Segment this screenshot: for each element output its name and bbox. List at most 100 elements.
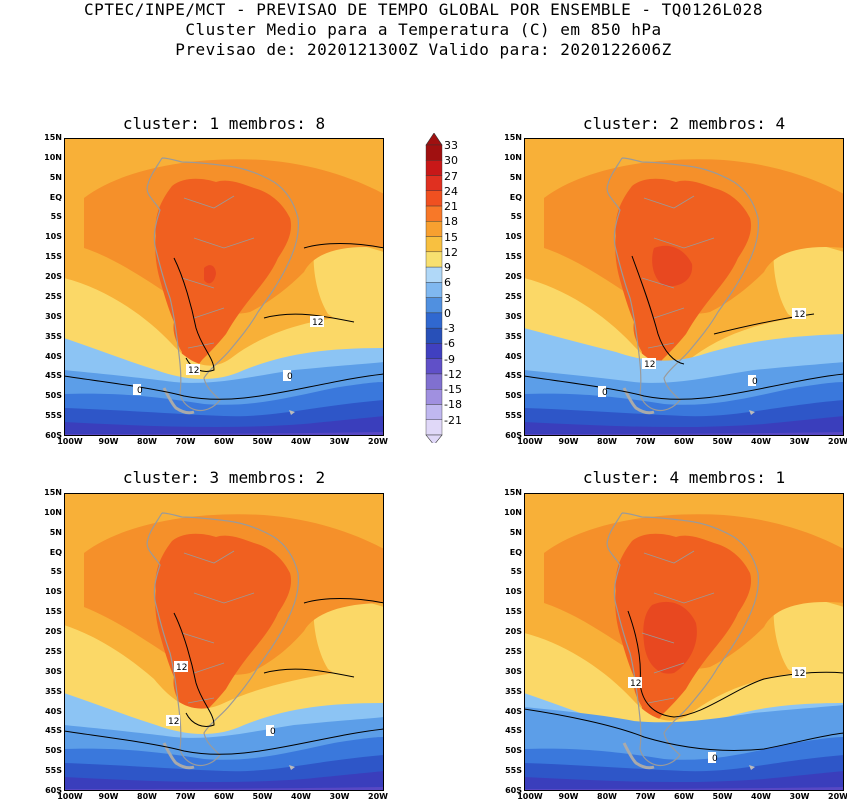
longitude-tick-label: 30W [789,792,810,801]
longitude-tick-label: 70W [635,437,656,446]
latitude-tick-label: 5N [509,527,522,537]
colorbar-segment [425,221,443,237]
longitude-tick-label: 40W [291,792,311,801]
longitude-tick-label: 50W [252,437,273,446]
colorbar-segment [425,282,443,298]
svg-text:0: 0 [752,377,758,387]
colorbar-level-label: 12 [444,245,458,259]
panel-1-title: cluster: 1 membros: 8 [122,114,326,133]
colorbar-arrow-bottom [425,434,443,446]
latitude-tick-label: 10S [505,587,522,597]
latitude-tick-label: 50S [45,746,62,756]
blue-band-4 [64,771,384,791]
colorbar-level-label: -15 [444,383,462,397]
colorbar-level-label: 9 [444,261,451,275]
contour-label: 12 [792,308,806,320]
longitude-tick-label: 60W [674,792,694,801]
coastline [606,157,759,412]
longitude-tick-label: 100W [57,792,83,801]
latitude-tick-label: 10S [505,232,522,242]
colorbar-segment [425,144,443,161]
blue-band-4 [524,416,844,436]
latitude-tick-label: 15S [45,607,62,617]
contour-0 [64,373,384,400]
latitude-tick-label: 55S [505,766,522,776]
contour-label: 12 [310,316,324,328]
falkland-islands [289,410,295,415]
map-frame [524,138,844,436]
svg-text:12: 12 [312,318,323,328]
latitude-axis-3: 15N 10N 5N EQ 5S 10S 15S 20S 25S 30S 35S 40S 45S 50S 5… [38,488,62,795]
latitude-tick-label: 15N [44,488,62,497]
longitude-tick-label: 80W [597,792,617,801]
longitude-axis-1: 100W 90W 80W 70W 60W 50W 40W 30W 20W [57,437,388,447]
latitude-tick-label: 40S [45,706,62,716]
longitude-tick-label: 90W [98,437,119,446]
colorbar-level-label: -6 [444,337,455,351]
map-panel-2: 12 12 0 0 [524,138,844,436]
map-panel-3: 12 12 0 [64,493,384,791]
contour-label: 0 [283,370,293,382]
contour-12 [173,598,384,727]
colorbar-segment [425,205,443,222]
colorbar-level-label: 18 [444,215,458,229]
country-borders [181,550,255,704]
longitude-tick-label: 30W [329,437,350,446]
colorbar-level-label: 15 [444,230,458,244]
longitude-tick-label: 90W [558,437,579,446]
contour-label: 12 [792,667,806,679]
longitude-axis-4: 100W 90W 80W 70W 60W 50W 40W 30W 20W [517,792,847,802]
panel-2-title: cluster: 2 membros: 4 [582,114,786,133]
latitude-tick-label: 45S [505,726,522,736]
colorbar-level-label: -12 [444,367,462,381]
latitude-tick-label: 30S [45,311,62,321]
latitude-tick-label: 60S [505,431,522,440]
latitude-tick-label: 50S [505,391,522,401]
latitude-tick-label: 5S [510,212,522,222]
longitude-axis-3: 100W 90W 80W 70W 60W 50W 40W 30W 20W [57,792,388,802]
colorbar-segment [425,312,443,329]
contour-label: 0 [748,375,758,387]
colorbar-segment [425,343,443,359]
longitude-tick-label: 50W [712,792,733,801]
latitude-tick-label: 15N [504,133,522,142]
red-core [652,245,693,287]
patagonia-coast [162,387,195,415]
map-frame [64,493,384,791]
contour-label: 12 [186,364,200,376]
longitude-tick-label: 60W [214,792,234,801]
colorbar-level-label: 6 [444,276,451,290]
longitude-tick-label: 50W [712,437,733,446]
svg-text:12: 12 [644,360,655,370]
longitude-tick-label: 60W [674,437,694,446]
colorbar-level-label: 0 [444,306,451,320]
latitude-tick-label: 5N [509,172,522,182]
contour-label: 12 [166,715,180,727]
latitude-tick-label: 30S [505,311,522,321]
figure-header: CPTEC/INPE/MCT - PREVISAO DE TEMPO GLOBA… [0,0,847,60]
blue-band-4 [524,771,844,791]
coastline [146,157,299,412]
svg-text:0: 0 [270,727,276,737]
longitude-tick-label: 20W [828,792,847,801]
latitude-tick-label: 25S [45,291,62,301]
colorbar-level-label: 3 [444,291,451,305]
latitude-axis-2: 15N 10N 5N EQ 5S 10S 15S 20S 25S 30S 35S 40S 45S 50S 5… [498,133,522,440]
coastline [606,512,759,767]
yellow-band-east [773,243,844,338]
svg-text:0: 0 [712,754,718,764]
longitude-tick-label: 90W [98,792,119,801]
longitude-tick-label: 60W [214,437,234,446]
patagonia-coast [622,387,655,415]
latitude-tick-label: 15N [44,133,62,142]
patagonia-coast [622,742,655,770]
latitude-tick-label: 55S [505,411,522,421]
latitude-tick-label: 60S [45,431,62,440]
panel-3-title: cluster: 3 membros: 2 [122,468,326,487]
latitude-tick-label: 40S [505,706,522,716]
blue-band-4 [64,416,384,436]
contour-12 [627,610,844,718]
latitude-tick-label: 15S [505,607,522,617]
latitude-tick-label: 35S [505,686,522,696]
svg-text:12: 12 [176,663,187,673]
